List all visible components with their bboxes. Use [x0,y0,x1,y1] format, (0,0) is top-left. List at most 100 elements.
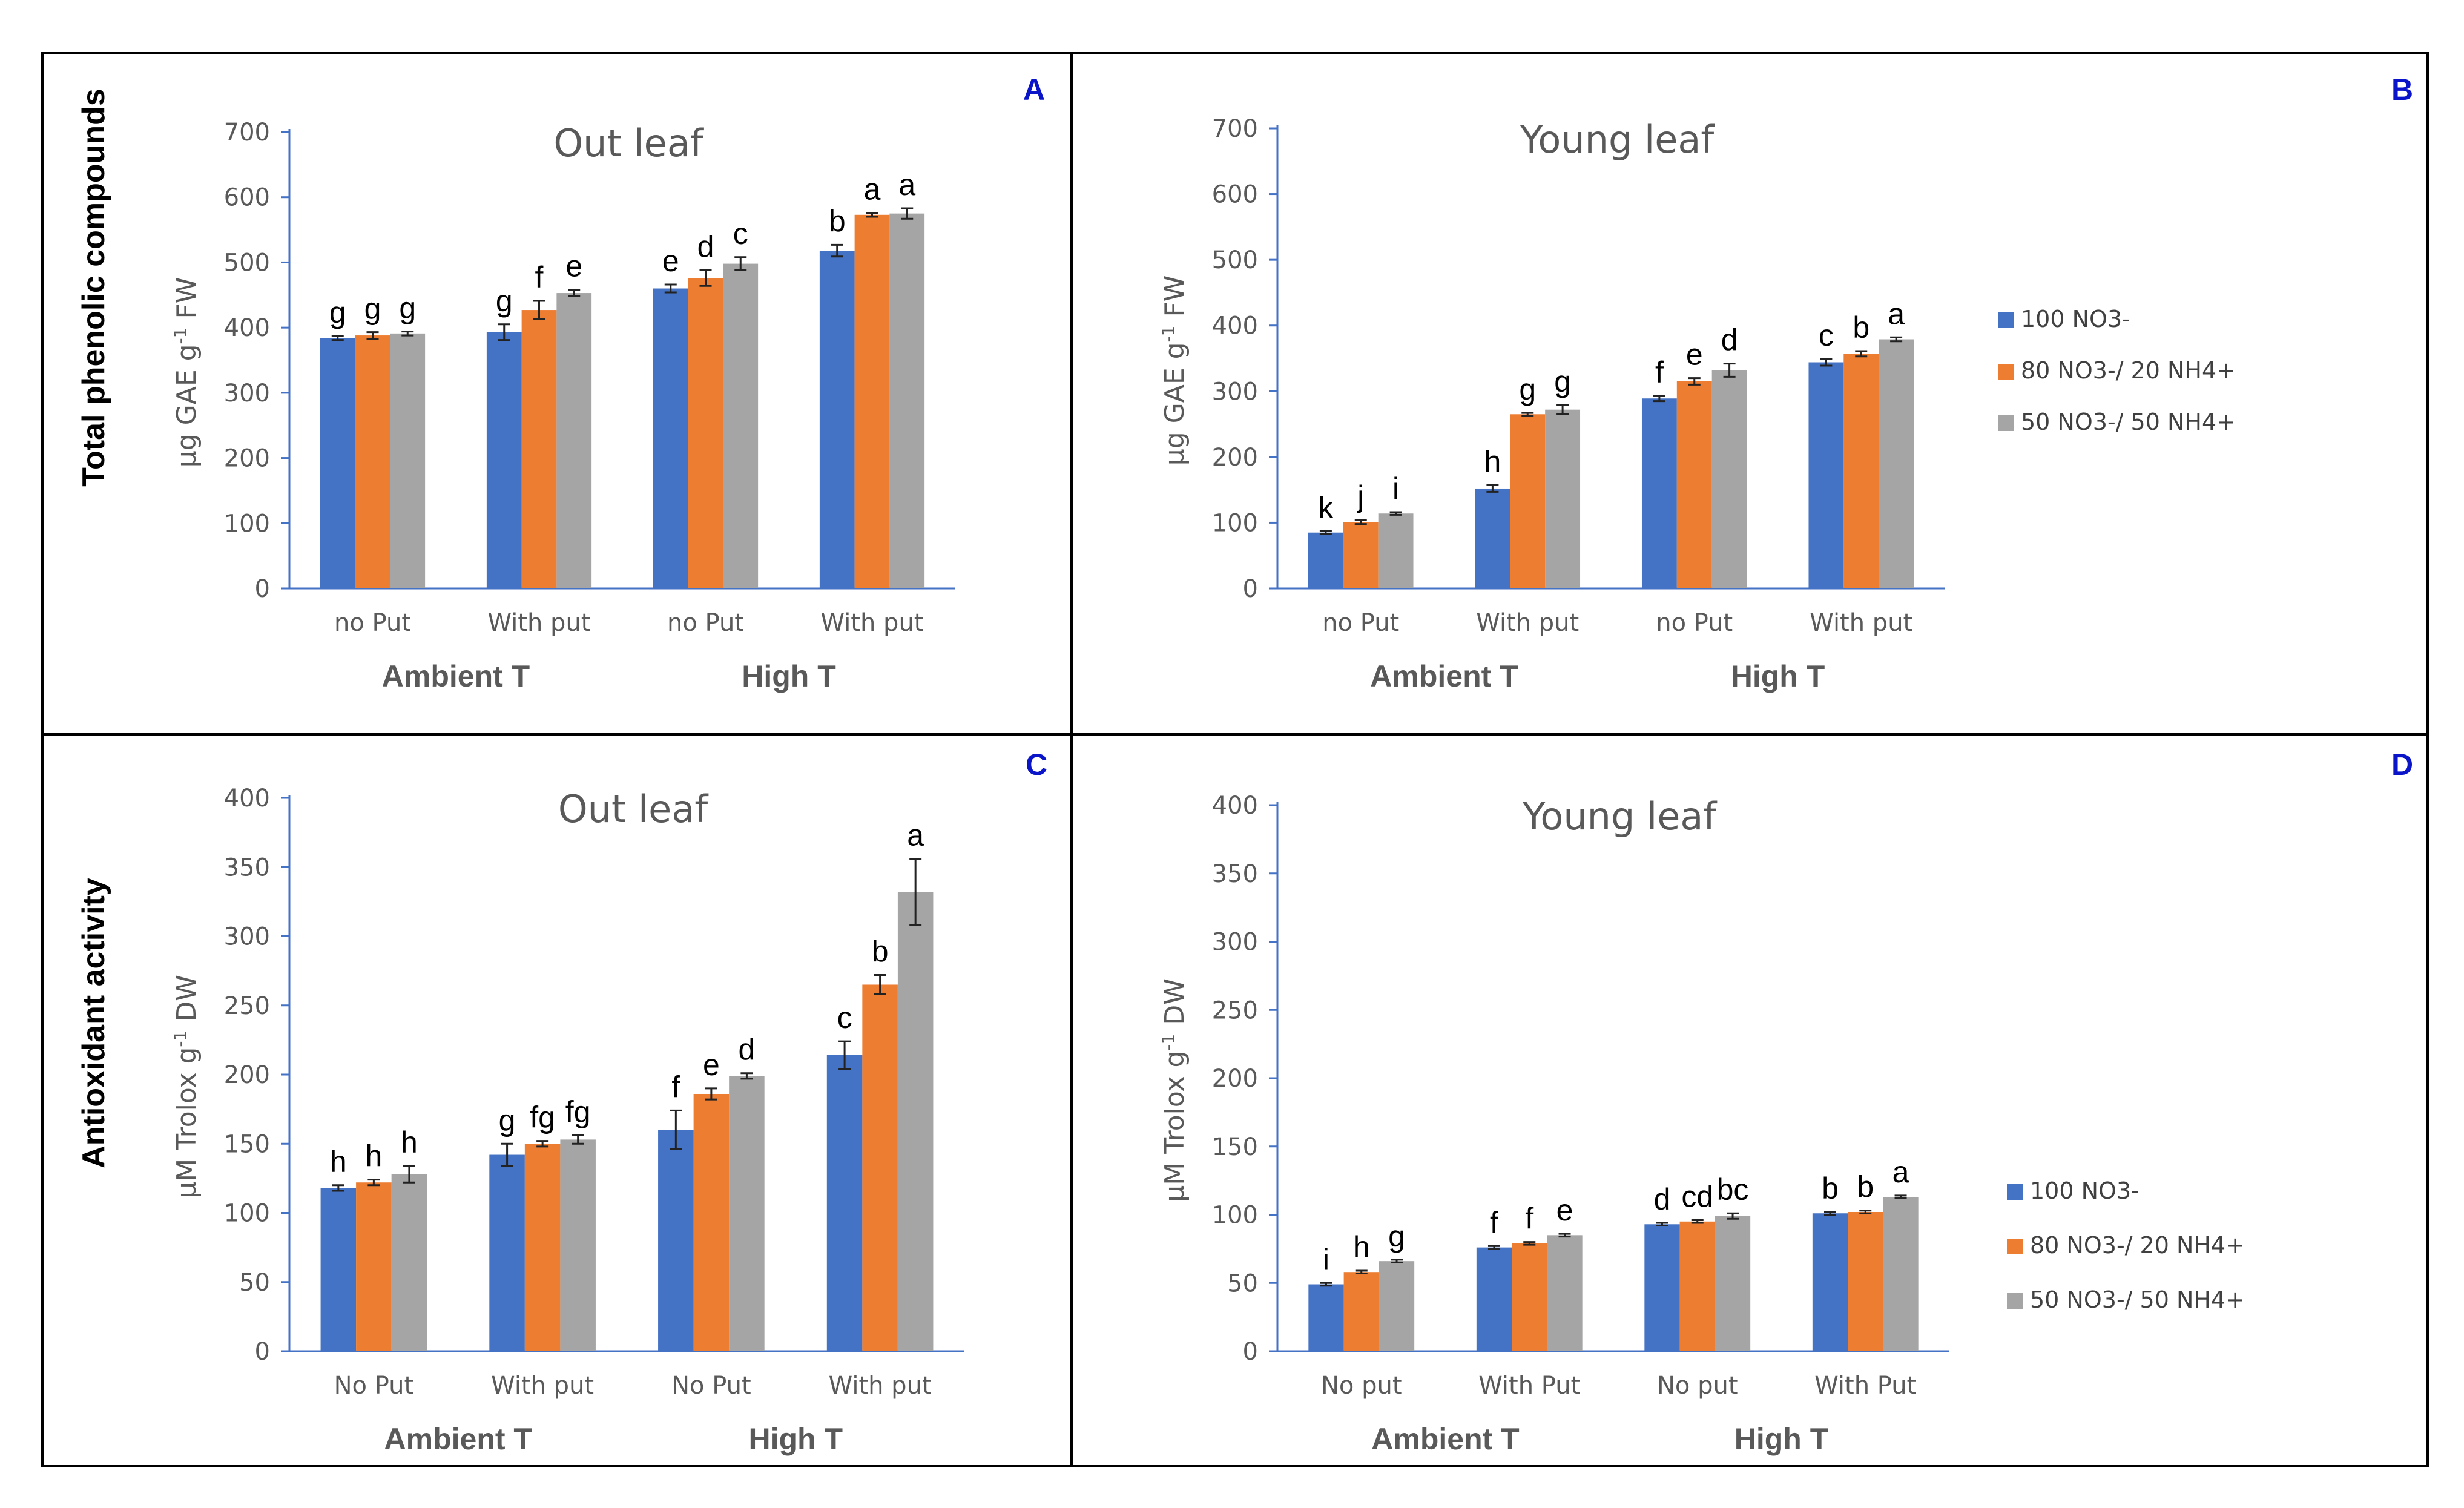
significance-letter: d [739,1033,756,1067]
significance-letter: fg [565,1095,591,1129]
y-tick-label: 100 [224,510,270,538]
y-tick-label: 100 [1212,509,1258,537]
x-tick-label: no Put [667,609,744,637]
group-label: High T [1734,1422,1829,1456]
bar [1679,1221,1715,1351]
legend-swatch [1998,364,2014,380]
significance-letter: bc [1717,1173,1749,1207]
significance-letter: a [864,173,881,206]
significance-letter: f [1525,1202,1533,1236]
significance-letter: g [399,291,416,325]
x-tick-label: With Put [1478,1372,1580,1400]
significance-letter: h [365,1139,382,1173]
panel-letter: D [2391,748,2413,782]
bar [1379,1261,1415,1351]
y-tick-label: 500 [1212,246,1258,274]
frame-outer [41,52,2429,1467]
x-tick-label: No put [1321,1372,1402,1400]
significance-letter: i [1323,1242,1329,1276]
legend-label: 100 NO3- [2021,306,2130,332]
significance-letter: c [837,1001,852,1035]
y-tick-label: 200 [1212,1065,1258,1093]
y-tick-label: 200 [224,445,270,473]
significance-letter: h [1353,1230,1370,1264]
significance-letter: d [1654,1182,1671,1216]
bar [560,1139,596,1351]
chart-panel-c: 0 50 100 150 200 250 300 350 400 Out leaf CµM Trol… [170,748,1047,1456]
x-tick-label: No Put [671,1372,751,1400]
chart-panel-a: 0 100 200 300 400 500 600 700 Out leaf Aµg GAE g-… [170,73,1045,693]
y-tick-label: 0 [255,575,270,603]
chart-title: Out leaf [558,787,709,831]
significance-letter: fg [530,1101,555,1134]
bar [1343,1272,1379,1351]
y-tick-label: 500 [224,249,270,277]
y-tick-label: 350 [1212,860,1258,888]
significance-letter: f [1490,1205,1498,1239]
y-axis-label: µg GAE g-1 FW [1158,275,1190,466]
legend-label: 80 NO3-/ 20 NH4+ [2021,357,2236,384]
bar [521,310,557,588]
significance-letter: h [330,1145,347,1179]
bar [1676,381,1712,588]
bar [1343,522,1379,588]
y-axis-label: µM Trolox g-1 DW [170,975,202,1198]
y-tick-label: 250 [1212,996,1258,1024]
y-tick-label: 200 [224,1061,270,1089]
bar [658,1130,694,1351]
bar [556,293,592,588]
significance-letter: b [829,204,846,238]
significance-letter: e [703,1048,720,1082]
significance-letter: g [1554,364,1571,398]
significance-letter: e [1686,338,1703,372]
bar [854,214,890,589]
significance-letter: cd [1681,1180,1713,1214]
y-tick-label: 600 [1212,181,1258,209]
group-label: Ambient T [1371,1422,1519,1456]
bar [1848,1211,1883,1351]
bar [1711,370,1747,588]
y-tick-label: 200 [1212,444,1258,472]
x-tick-label: With put [1476,609,1579,637]
row-label-bottom: Antioxidant activity [76,878,111,1168]
significance-letter: g [364,292,381,326]
y-tick-label: 300 [1212,378,1258,406]
y-tick-label: 600 [224,184,270,212]
legend-swatch [2007,1293,2023,1309]
legend-label: 100 NO3- [2030,1177,2140,1204]
y-tick-label: 100 [224,1200,270,1228]
y-tick-label: 400 [1212,792,1258,820]
bar [1512,1243,1547,1351]
bar [1715,1216,1751,1351]
x-tick-label: no Put [334,609,411,637]
y-axis-label: µM Trolox g-1 DW [1158,978,1190,1202]
chart-title: Young leaf [1520,117,1716,162]
significance-letter: b [1853,311,1869,344]
bar [1547,1235,1583,1351]
bar [320,338,355,588]
significance-letter: e [1556,1193,1573,1227]
chart-title: Out leaf [553,121,704,165]
bar [355,335,390,588]
x-tick-label: No Put [334,1372,414,1400]
significance-letter: a [898,168,915,202]
bar [1641,398,1677,588]
bar [688,278,723,588]
significance-letter: c [733,217,748,251]
row-label-top: Total phenolic compounds [76,88,111,487]
bar [862,984,898,1351]
y-tick-label: 700 [224,119,270,147]
bar [653,288,688,588]
bar [1879,339,1914,588]
x-tick-label: With put [829,1372,932,1400]
bar [1644,1224,1680,1351]
y-tick-label: 350 [224,854,270,881]
significance-letter: d [1721,323,1738,357]
significance-letter: a [1888,297,1905,331]
chart-title: Young leaf [1522,794,1718,838]
bar [826,1055,863,1351]
bar [729,1076,765,1351]
chart-panel-b: 0 100 200 300 400 500 600 700 Young leaf Bµg GAE … [1158,73,2413,693]
bar [1308,532,1343,588]
bar [693,1093,730,1351]
